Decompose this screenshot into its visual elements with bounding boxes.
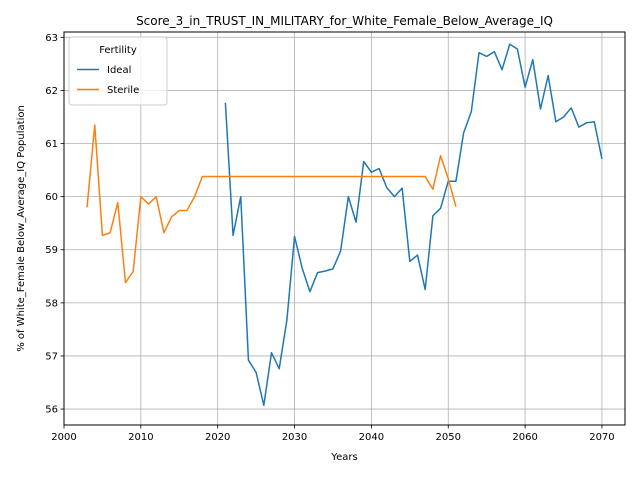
x-axis-ticks: 2000 2010 2020 2030 2040 2050 2060 2070 bbox=[51, 425, 615, 443]
y-tick-label: 60 bbox=[45, 192, 58, 203]
y-tick-label: 63 bbox=[45, 33, 58, 44]
y-tick-label: 58 bbox=[45, 298, 58, 309]
series-layer bbox=[86, 43, 603, 407]
plot-frame bbox=[63, 31, 626, 426]
x-axis-label: Years bbox=[330, 452, 357, 463]
y-tick-label: 56 bbox=[45, 405, 58, 416]
legend-label-sterile: Sterile bbox=[107, 85, 139, 96]
y-tick-label: 62 bbox=[45, 86, 58, 97]
x-tick-label: 2040 bbox=[359, 432, 384, 443]
x-tick-label: 2070 bbox=[589, 432, 614, 443]
series-line-sterile bbox=[86, 124, 457, 284]
x-tick-label: 2000 bbox=[51, 432, 76, 443]
legend-title: Fertility bbox=[99, 45, 137, 56]
x-tick-label: 2010 bbox=[128, 432, 153, 443]
y-tick-label: 57 bbox=[45, 351, 58, 362]
grid bbox=[63, 32, 625, 425]
x-tick-label: 2020 bbox=[205, 432, 230, 443]
y-axis-ticks: 56 57 58 59 60 61 62 63 bbox=[45, 33, 64, 416]
y-tick-label: 59 bbox=[45, 245, 58, 256]
chart-title: Score_3_in_TRUST_IN_MILITARY_for_White_F… bbox=[136, 14, 553, 28]
y-axis-label: % of White_Female Below_Average_IQ Popul… bbox=[16, 105, 27, 352]
legend: Fertility Ideal Sterile bbox=[68, 36, 168, 106]
series-line-ideal bbox=[224, 43, 603, 407]
legend-label-ideal: Ideal bbox=[107, 65, 131, 76]
x-tick-label: 2050 bbox=[436, 432, 461, 443]
legend-box bbox=[68, 36, 168, 106]
y-tick-label: 61 bbox=[45, 139, 58, 150]
x-tick-label: 2060 bbox=[512, 432, 537, 443]
x-tick-label: 2030 bbox=[282, 432, 307, 443]
legend-items: Ideal Sterile bbox=[77, 65, 139, 96]
